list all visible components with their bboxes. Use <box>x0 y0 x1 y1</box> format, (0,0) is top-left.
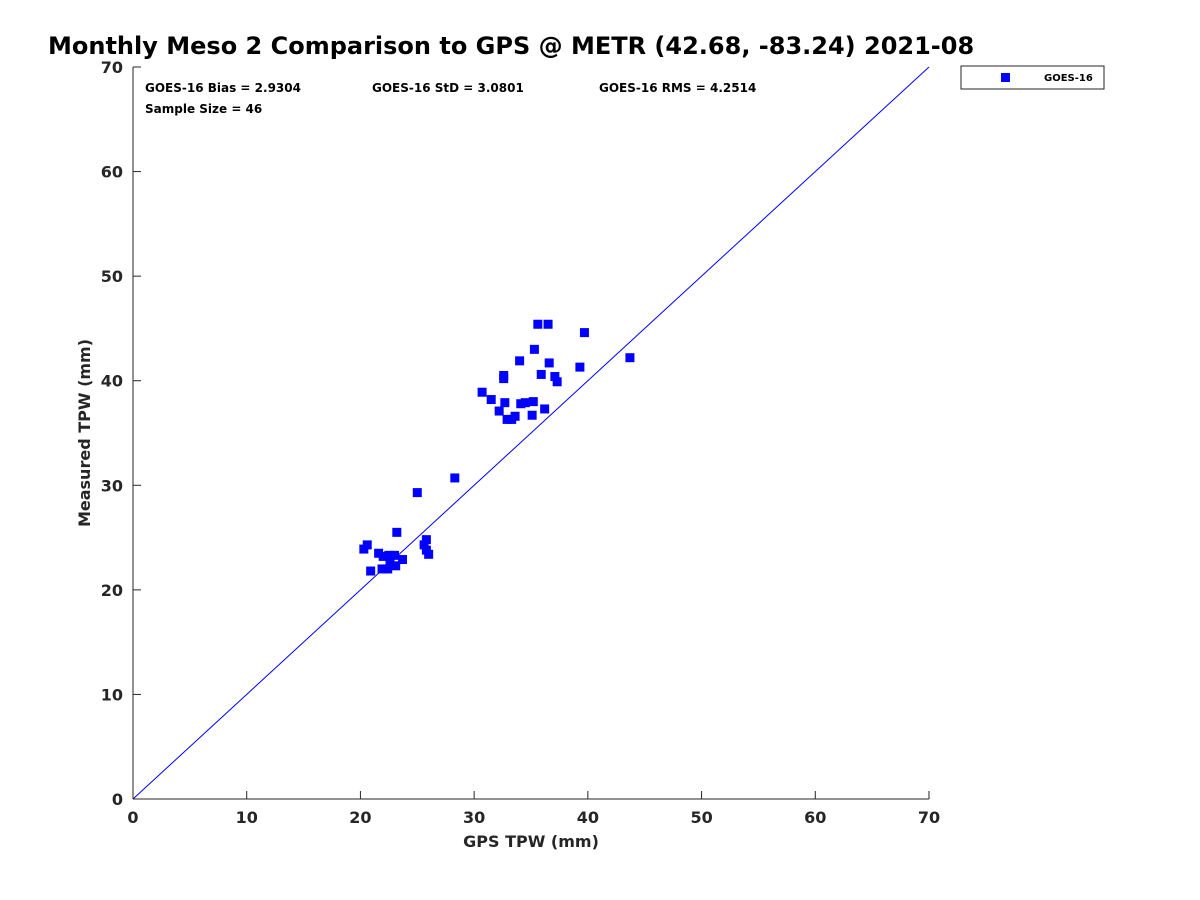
data-point <box>419 540 429 550</box>
data-point <box>424 549 434 559</box>
legend-label-goes16: GOES-16 <box>1044 73 1093 84</box>
data-point <box>575 362 585 372</box>
data-point <box>391 561 401 571</box>
data-point <box>486 395 496 405</box>
x-tick-label: 70 <box>918 808 940 827</box>
data-point <box>544 358 554 368</box>
data-points <box>359 319 635 576</box>
data-point <box>385 556 395 566</box>
data-point <box>579 328 589 338</box>
data-point <box>378 551 388 561</box>
data-point <box>625 353 635 363</box>
data-point <box>520 398 530 408</box>
data-point <box>412 488 422 498</box>
stat-rms: GOES-16 RMS = 4.2514 <box>599 81 756 95</box>
data-point <box>477 387 487 397</box>
data-point <box>515 356 525 366</box>
data-point <box>552 377 562 387</box>
y-axis-label: Measured TPW (mm) <box>75 339 94 527</box>
y-tick-label: 40 <box>101 372 123 391</box>
x-tick-label: 0 <box>127 808 138 827</box>
y-ticks: 0 10 20 30 40 50 60 70 <box>101 58 141 809</box>
data-point <box>550 372 560 382</box>
legend-box <box>960 65 1105 90</box>
data-point <box>516 399 526 409</box>
identity-line-group <box>132 66 930 800</box>
data-point <box>450 473 460 483</box>
legend-marker-square <box>1001 73 1010 82</box>
x-tick-label: 50 <box>690 808 712 827</box>
data-point <box>384 550 394 560</box>
y-tick-label: 60 <box>101 163 123 182</box>
y-tick-label: 50 <box>101 267 123 286</box>
data-point <box>374 548 384 558</box>
x-tick-label: 60 <box>804 808 826 827</box>
data-point <box>500 398 510 408</box>
data-point <box>502 414 512 424</box>
data-point <box>543 319 553 329</box>
data-point <box>540 404 550 414</box>
legend: GOES-16 <box>960 65 1105 90</box>
data-point <box>383 564 393 574</box>
y-tick-label: 30 <box>101 476 123 495</box>
x-tick-label: 40 <box>577 808 599 827</box>
data-point <box>529 344 539 354</box>
y-tick-label: 70 <box>101 58 123 77</box>
y-tick-label: 10 <box>101 685 123 704</box>
data-point <box>377 564 387 574</box>
x-tick-label: 10 <box>236 808 258 827</box>
identity-line <box>132 66 930 800</box>
data-point <box>536 369 546 379</box>
data-point <box>510 411 520 421</box>
data-point <box>398 555 408 565</box>
x-tick-label: 30 <box>463 808 485 827</box>
chart-title: Monthly Meso 2 Comparison to GPS @ METR … <box>48 32 974 60</box>
data-point <box>421 535 431 545</box>
stat-bias: GOES-16 Bias = 2.9304 <box>145 81 301 95</box>
stat-std: GOES-16 StD = 3.0801 <box>372 81 524 95</box>
data-point <box>366 566 376 576</box>
data-point <box>528 397 538 407</box>
data-point <box>533 319 543 329</box>
y-tick-label: 0 <box>112 790 123 809</box>
x-ticks: 0 10 20 30 40 50 60 70 <box>127 791 940 827</box>
data-point <box>499 370 509 380</box>
stat-sample-size: Sample Size = 46 <box>145 102 262 116</box>
data-point <box>527 410 537 420</box>
x-tick-label: 20 <box>349 808 371 827</box>
data-point <box>390 550 400 560</box>
y-tick-label: 20 <box>101 581 123 600</box>
data-point <box>392 527 402 537</box>
x-axis-label: GPS TPW (mm) <box>463 832 599 851</box>
data-point <box>362 540 372 550</box>
data-point <box>494 406 504 416</box>
